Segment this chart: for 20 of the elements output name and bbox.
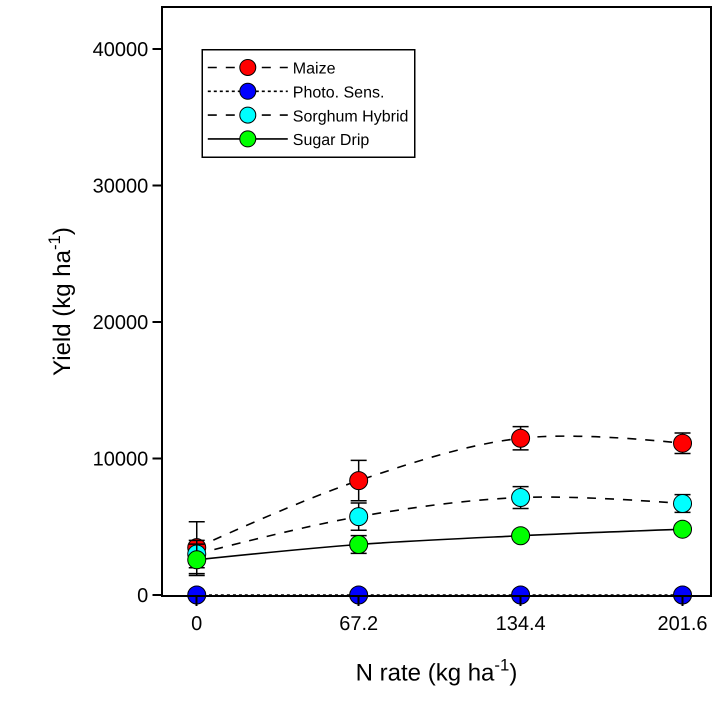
point <box>511 428 530 448</box>
x-tick-label: 0 <box>191 612 202 635</box>
point <box>349 471 368 490</box>
y-tick-label: 40000 <box>92 38 148 61</box>
x-tick-label: 67.2 <box>339 612 378 635</box>
x-tick-label: 201.6 <box>658 612 708 635</box>
x-tick-label: 134.4 <box>496 612 546 635</box>
y-tick-label: 10000 <box>92 448 148 470</box>
x-axis-title: N rate (kg ha$^{-1}$) <box>356 655 518 687</box>
y-tick-label: 20000 <box>92 312 148 334</box>
legend-label: Maize <box>292 60 336 78</box>
point <box>187 550 206 570</box>
y-tick-label: 30000 <box>92 175 148 198</box>
point <box>511 526 530 546</box>
legend-label: Photo. Sens. <box>292 84 384 102</box>
point <box>673 520 692 539</box>
point <box>349 507 368 526</box>
legend-label: Sorghum Hybrid <box>292 108 408 126</box>
legend-label: Sugar Drip <box>292 132 370 150</box>
y-tick-label: 0 <box>137 585 148 607</box>
